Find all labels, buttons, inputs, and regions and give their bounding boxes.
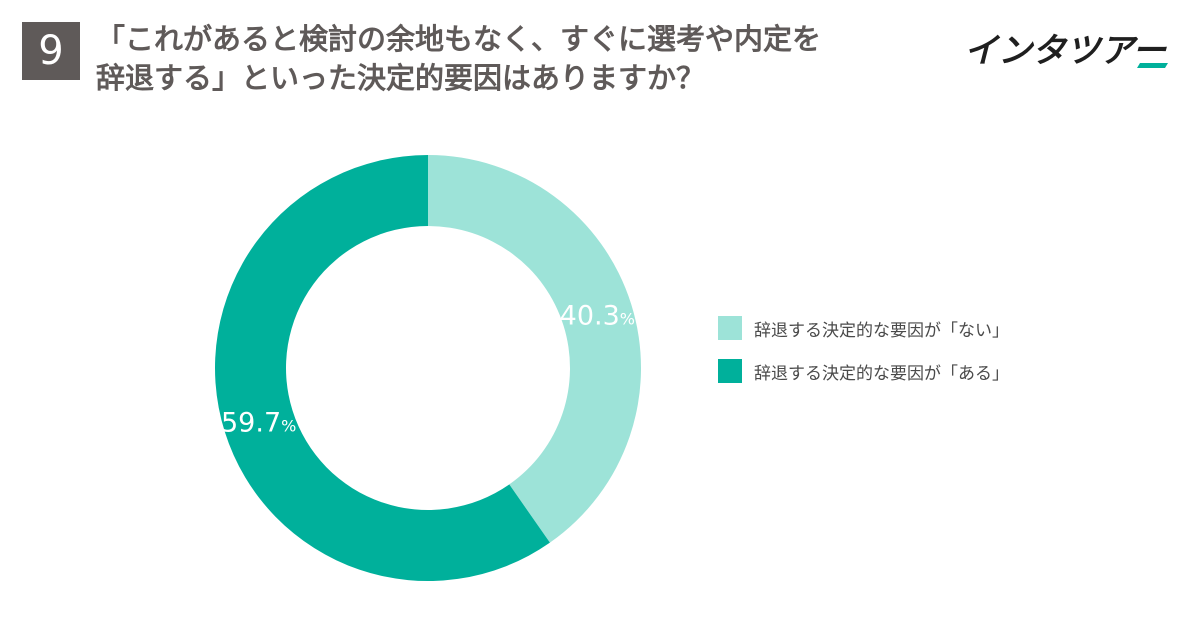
question-number-badge: 9 [22, 22, 80, 80]
legend-item-nai: 辞退する決定的な要因が「ない」 [718, 314, 1009, 342]
slice-label-nai: 40.3% [560, 301, 635, 332]
donut-slice-nai [428, 155, 641, 543]
chart-legend: 辞退する決定的な要因が「ない」 辞退する決定的な要因が「ある」 [718, 314, 1009, 400]
brand-logo-wordmark: インタツアー [964, 31, 1168, 71]
donut-slice-aru [214, 155, 550, 581]
legend-label-aru: 辞退する決定的な要因が「ある」 [754, 363, 1009, 384]
page-title: 「これがあると検討の余地もなく、すぐに選考や内定を 辞退する」といった決定的要因… [96, 20, 876, 98]
legend-swatch-nai [718, 316, 742, 340]
brand-logo: インタツアー [962, 26, 1172, 72]
legend-label-nai: 辞退する決定的な要因が「ない」 [754, 320, 1009, 341]
slice-label-aru: 59.7% [221, 407, 296, 438]
title-line-2: 辞退する」といった決定的要因はありますか？ [96, 61, 706, 95]
legend-swatch-aru [718, 359, 742, 383]
brand-logo-text: インタツアー [964, 31, 1167, 71]
title-line-1: 「これがあると検討の余地もなく、すぐに選考や内定を [96, 22, 822, 56]
legend-item-aru: 辞退する決定的な要因が「ある」 [718, 357, 1009, 385]
